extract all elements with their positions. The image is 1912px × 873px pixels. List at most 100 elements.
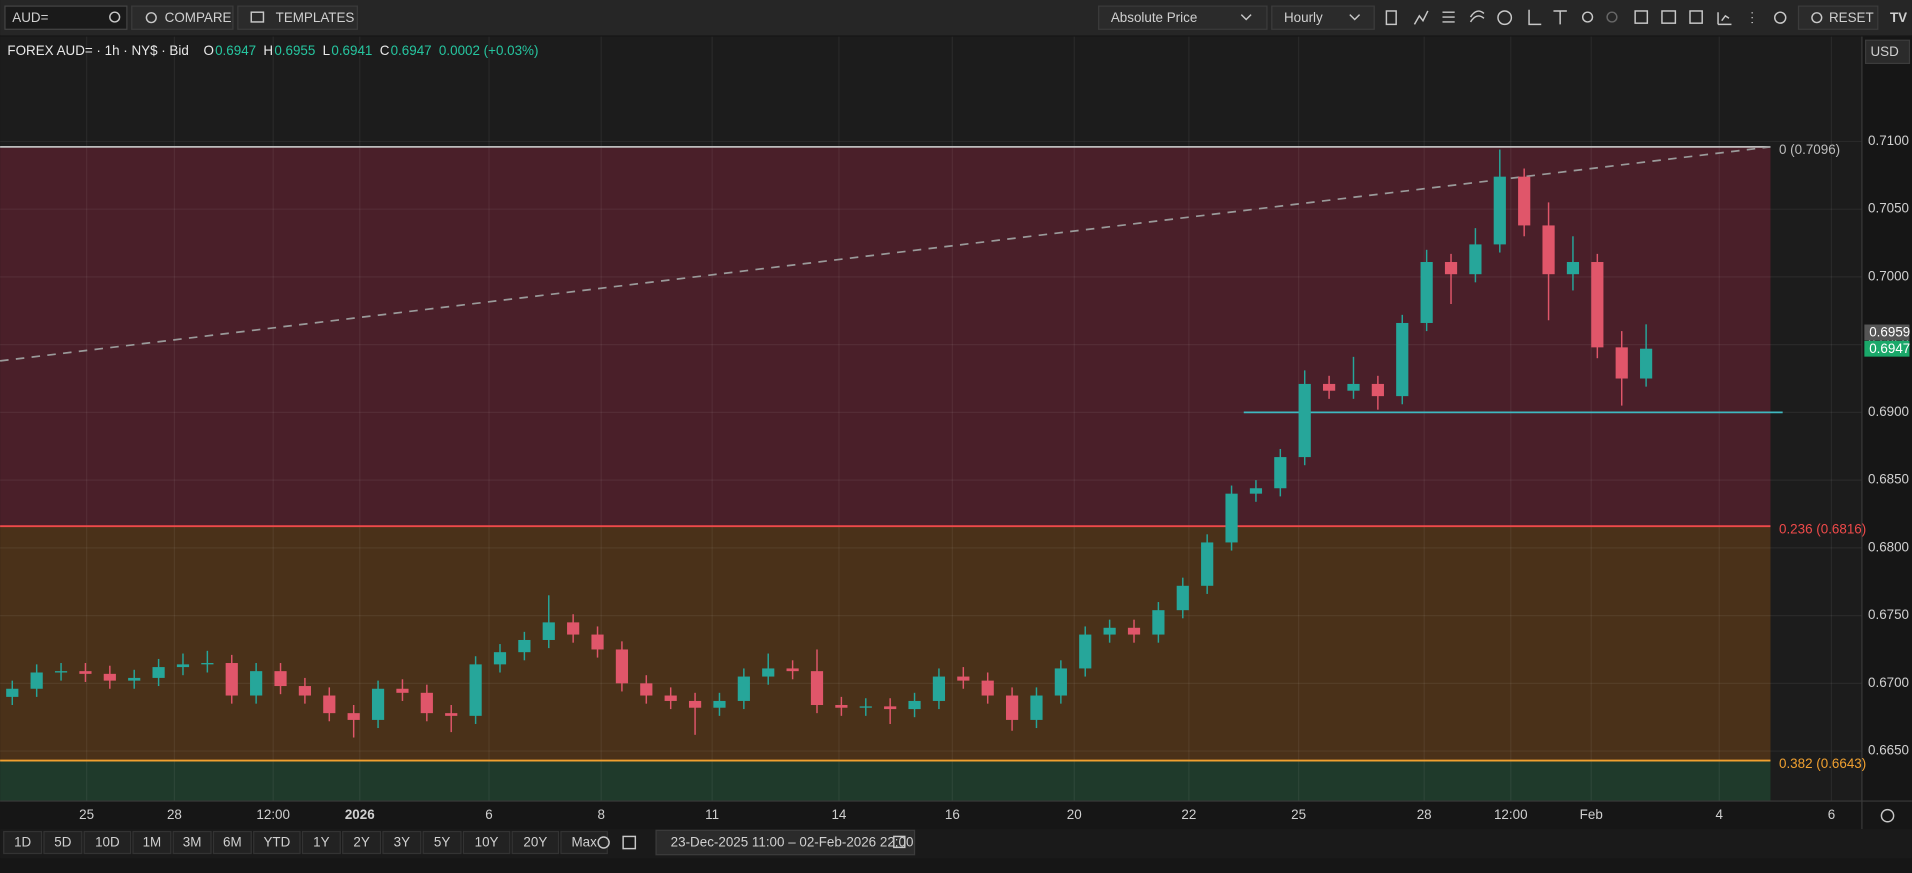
range-label: 3M: [183, 835, 202, 850]
range-button[interactable]: [83, 830, 132, 855]
currency-select[interactable]: [1864, 39, 1911, 65]
layout-icon[interactable]: [622, 835, 637, 850]
fib-label: 0 (0.7096): [1779, 142, 1840, 157]
ohlc-legend: FOREX AUD= · 1h · NY$ · Bid O0.6947 H0.695…: [7, 43, 538, 58]
y-tick-label: 0.7000: [1868, 268, 1909, 283]
x-tick-label: 8: [597, 807, 604, 822]
candle-body: [1518, 176, 1531, 226]
compare-button[interactable]: [131, 5, 234, 30]
range-button[interactable]: [43, 830, 83, 855]
symbol-text: AUD=: [12, 10, 48, 25]
candle-body: [810, 671, 824, 706]
icon[interactable]: [1581, 11, 1594, 23]
range-button[interactable]: [212, 830, 252, 855]
plus-icon: [145, 12, 157, 24]
range-button[interactable]: [172, 830, 212, 855]
range-button[interactable]: [301, 830, 341, 855]
candle-body: [835, 705, 848, 708]
candle-body: [1347, 383, 1360, 391]
candle-body: [347, 713, 360, 720]
chevron: [1349, 14, 1361, 21]
icon[interactable]: [1717, 12, 1732, 26]
x-tick-label: Feb: [1580, 807, 1603, 822]
icon[interactable]: [1385, 10, 1397, 26]
range-button[interactable]: [462, 830, 511, 855]
icon[interactable]: [1528, 9, 1542, 26]
range-button[interactable]: [511, 830, 560, 855]
interval-select[interactable]: [1271, 5, 1375, 30]
price-mode-select[interactable]: [1098, 5, 1268, 30]
x-tick-label: 28: [1417, 807, 1432, 822]
folder-icon: [250, 11, 265, 23]
candle-body: [1469, 244, 1482, 275]
templates-button[interactable]: [237, 5, 358, 30]
date-range-button[interactable]: [655, 829, 916, 856]
toolbar-icons: [1385, 9, 1787, 26]
range-label: YTD: [263, 835, 290, 850]
icon[interactable]: [1413, 10, 1429, 25]
settings-icon[interactable]: [597, 836, 610, 849]
candle-body: [79, 671, 92, 674]
range-label: 1Y: [313, 835, 329, 850]
symbol-input[interactable]: [4, 5, 128, 30]
compare-label: COMPARE: [165, 10, 232, 25]
candle-body: [908, 700, 921, 710]
price-marker-label: 0.6959: [1869, 325, 1910, 340]
icon[interactable]: [1661, 10, 1677, 24]
candle-body: [103, 673, 116, 681]
range-label: 1M: [143, 835, 162, 850]
candle-body: [688, 700, 702, 708]
legend-instrument: FOREX AUD= · 1h · NY$ · Bid: [7, 43, 188, 58]
range-button[interactable]: [3, 830, 43, 855]
range-button[interactable]: [253, 830, 301, 855]
icon[interactable]: [1689, 10, 1703, 24]
y-tick-label: 0.7050: [1868, 201, 1909, 216]
candle-body: [664, 695, 677, 701]
icon[interactable]: [1497, 10, 1513, 26]
y-tick-label: 0.6700: [1868, 675, 1909, 690]
legend-l-label: L: [323, 43, 331, 58]
range-label: 5D: [54, 835, 71, 850]
y-tick-label: 0.6750: [1868, 607, 1909, 622]
range-button[interactable]: [560, 830, 608, 855]
candle-body: [713, 700, 726, 708]
candle-body: [6, 688, 19, 697]
icon[interactable]: [1606, 11, 1618, 23]
range-label: Max: [571, 835, 597, 850]
icon[interactable]: [1553, 10, 1567, 25]
legend-h: 0.6955: [274, 43, 315, 58]
icon[interactable]: [1469, 10, 1485, 23]
icon[interactable]: [1442, 11, 1455, 23]
trendline: [0, 146, 1771, 362]
candle-body: [957, 676, 970, 681]
icon[interactable]: [1634, 10, 1649, 24]
candle-body: [591, 634, 604, 650]
candle-body: [1030, 695, 1043, 720]
x-tick-label: 14: [831, 807, 846, 822]
reset-button[interactable]: [1797, 5, 1879, 30]
settings-icon[interactable]: [1880, 808, 1895, 823]
x-tick-label: 22: [1181, 807, 1196, 822]
calendar-icon: [893, 835, 906, 849]
range-button[interactable]: [342, 830, 382, 855]
range-button[interactable]: [422, 830, 462, 855]
candle-body: [274, 671, 287, 687]
legend-c: 0.6947: [391, 43, 432, 58]
candle-body: [1298, 383, 1311, 458]
chevron: [1240, 14, 1252, 21]
candle-body: [1005, 695, 1019, 720]
y-tick-label: 0.6800: [1868, 539, 1909, 554]
candle-body: [323, 695, 336, 714]
candle-body: [1591, 262, 1604, 348]
range-button[interactable]: [382, 830, 422, 855]
x-tick-label: 2026: [345, 807, 375, 822]
candle-body: [1493, 176, 1506, 245]
reset-label: RESET: [1829, 10, 1874, 25]
candle-body: [1079, 634, 1092, 669]
candle-body: [445, 713, 458, 716]
candle-body: [1249, 488, 1263, 494]
candle-body: [469, 664, 482, 716]
range-button[interactable]: [132, 830, 172, 855]
icon[interactable]: [1774, 11, 1787, 24]
interval-label: Hourly: [1284, 10, 1323, 25]
